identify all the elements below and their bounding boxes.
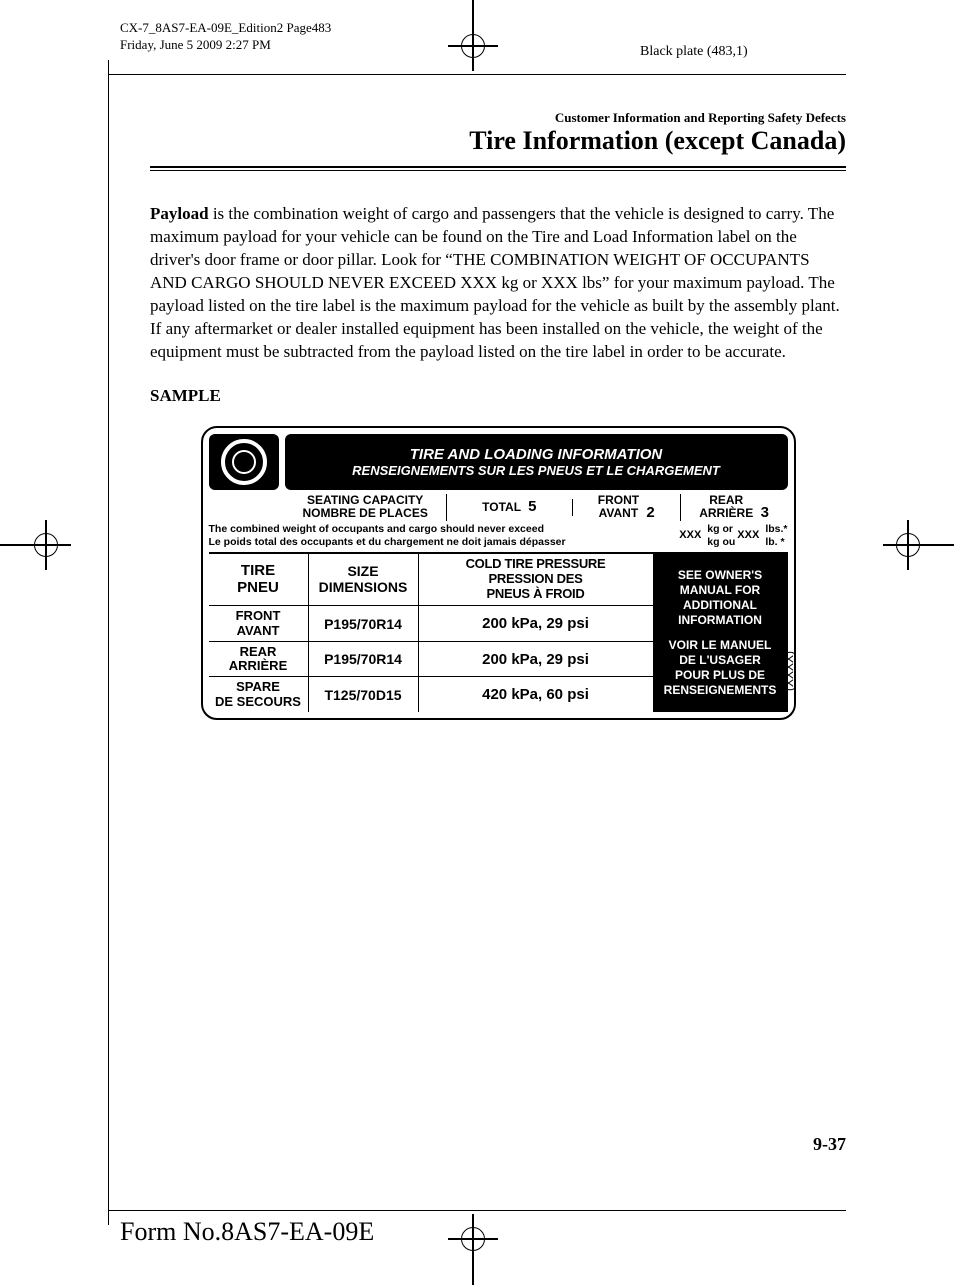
registration-mark-right: [896, 533, 920, 557]
header-tire: TIRE PNEU: [209, 554, 309, 605]
frame-bottom: [108, 1210, 846, 1211]
frame-top: [108, 74, 846, 75]
section-title: Tire Information (except Canada): [150, 126, 846, 156]
page-number: 9-37: [813, 1134, 846, 1155]
sample-heading: SAMPLE: [150, 386, 846, 406]
vertical-code: (XXXX): [782, 651, 796, 691]
pressure-grid: TIRE PNEU SIZE DIMENSIONS COLD TIRE PRES…: [209, 552, 788, 712]
combined-weight-text: The combined weight of occupants and car…: [209, 523, 788, 548]
form-number: Form No.8AS7-EA-09E: [120, 1217, 374, 1247]
pressure-header-row: TIRE PNEU SIZE DIMENSIONS COLD TIRE PRES…: [209, 554, 653, 606]
frame-left: [108, 60, 109, 1225]
tire-label: TIRE AND LOADING INFORMATION RENSEIGNEME…: [201, 426, 796, 720]
tire-icon: [209, 434, 279, 490]
registration-mark-left: [34, 533, 58, 557]
section-subtitle: Customer Information and Reporting Safet…: [150, 110, 846, 126]
seating-capacity-label: SEATING CAPACITY NOMBRE DE PLACES: [285, 494, 447, 520]
pressure-row-spare: SPARE DE SECOURS T125/70D15 420 kPa, 60 …: [209, 677, 653, 712]
body-paragraph: Payload is the combination weight of car…: [150, 203, 846, 364]
header-size: SIZE DIMENSIONS: [309, 554, 419, 605]
header-pressure: COLD TIRE PRESSURE PRESSION DES PNEUS À …: [419, 554, 653, 605]
registration-mark-bottom: [461, 1227, 485, 1251]
payload-term: Payload: [150, 204, 209, 223]
doc-id: CX-7_8AS7-EA-09E_Edition2 Page483: [120, 20, 331, 37]
registration-mark-top: [461, 34, 485, 58]
tire-title-en: TIRE AND LOADING INFORMATION: [410, 446, 662, 463]
content-area: Customer Information and Reporting Safet…: [150, 110, 846, 1175]
seating-rear: REAR ARRIÈRE 3: [681, 494, 788, 522]
header-info: CX-7_8AS7-EA-09E_Edition2 Page483 Friday…: [120, 20, 331, 54]
pressure-row-front: FRONT AVANT P195/70R14 200 kPa, 29 psi: [209, 606, 653, 642]
title-rule: [150, 166, 846, 168]
tire-title-fr: RENSEIGNEMENTS SUR LES PNEUS ET LE CHARG…: [352, 463, 720, 478]
pressure-row-rear: REAR ARRIÈRE P195/70R14 200 kPa, 29 psi: [209, 642, 653, 678]
tire-title-box: TIRE AND LOADING INFORMATION RENSEIGNEME…: [285, 434, 788, 490]
section-header: Customer Information and Reporting Safet…: [150, 110, 846, 156]
seating-row: SEATING CAPACITY NOMBRE DE PLACES TOTAL …: [285, 494, 788, 522]
doc-timestamp: Friday, June 5 2009 2:27 PM: [120, 37, 331, 54]
title-thin-rule: [150, 170, 846, 171]
seating-total: TOTAL 5: [447, 499, 573, 516]
seating-front: FRONT AVANT 2: [573, 494, 681, 522]
owners-manual-box: SEE OWNER'S MANUAL FOR ADDITIONAL INFORM…: [653, 554, 788, 712]
plate-info: Black plate (483,1): [640, 44, 748, 60]
payload-text: is the combination weight of cargo and p…: [150, 204, 840, 361]
